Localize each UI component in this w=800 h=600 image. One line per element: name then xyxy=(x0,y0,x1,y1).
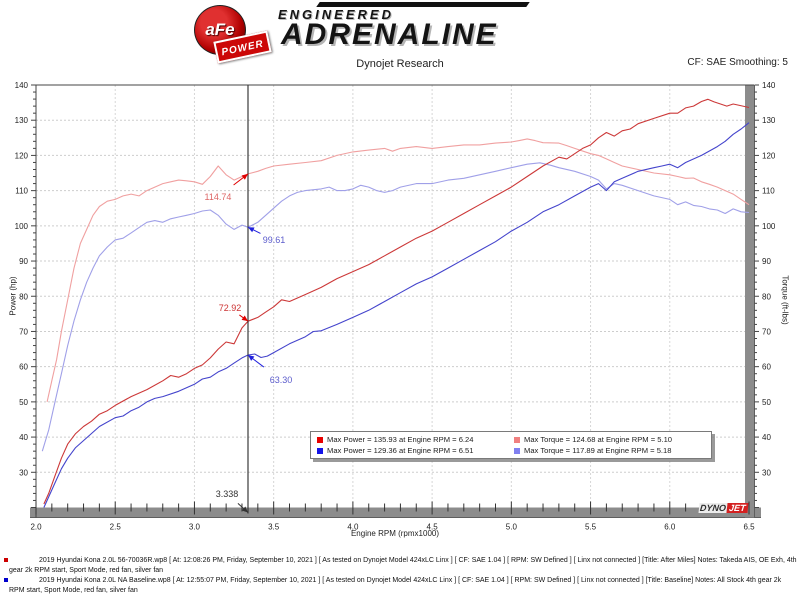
right-tick-label: 70 xyxy=(762,327,771,336)
right-tick-label: 140 xyxy=(762,81,776,90)
smoothing-setting-label: CF: SAE Smoothing: 5 xyxy=(687,57,788,68)
right-tick-label: 60 xyxy=(762,363,771,372)
legend-label: Max Torque = 117.89 at Engine RPM = 5.18 xyxy=(524,446,672,455)
run-info-baseline: 2019 Hyundai Kona 2.0L NA Baseline.wp8 [… xyxy=(4,576,797,595)
x-tick-label: 4.0 xyxy=(347,523,359,532)
x-tick-label: 4.5 xyxy=(427,523,439,532)
right-tick-label: 50 xyxy=(762,398,771,407)
legend-label: Max Torque = 124.68 at Engine RPM = 5.10 xyxy=(524,435,673,444)
annotation-arrowhead xyxy=(241,315,248,322)
left-tick-label: 50 xyxy=(19,398,28,407)
right-tick-label: 130 xyxy=(762,116,776,125)
annotation-arrowhead xyxy=(247,355,255,361)
afe-power-logo: aFe POWER xyxy=(194,5,284,64)
left-tick-label: 140 xyxy=(15,81,29,90)
legend-item-max-power-baseline: Max Power = 129.36 at Engine RPM = 6.51 xyxy=(317,446,508,455)
cursor-torque-after-value-label: 114.74 xyxy=(204,191,232,202)
left-axis-title: Power (hp) xyxy=(8,276,18,316)
dynojet-research-subtitle: Dynojet Research xyxy=(356,58,444,70)
power-after-miles-curve xyxy=(43,98,750,505)
left-tick-label: 70 xyxy=(19,327,28,336)
run-info-footer: 2019 Hyundai Kona 2.0L 56-70036R.wp8 [ A… xyxy=(4,556,797,596)
x-axis-band xyxy=(30,507,761,518)
cursor-power-baseline-value-label: 63.30 xyxy=(269,375,293,386)
right-tick-label: 40 xyxy=(762,433,771,442)
legend-label: Max Power = 135.93 at Engine RPM = 6.24 xyxy=(327,435,474,444)
left-tick-label: 40 xyxy=(19,433,28,442)
brand-adrenaline-text: ADRENALINE xyxy=(281,18,498,51)
run-bullet-blue xyxy=(4,578,8,582)
left-tick-label: 90 xyxy=(19,257,28,266)
x-tick-label: 6.5 xyxy=(743,523,755,532)
left-tick-label: 60 xyxy=(19,363,28,372)
cursor-rpm-value-label: 3.338 xyxy=(215,488,239,499)
x-tick-label: 5.5 xyxy=(585,523,597,532)
right-tick-label: 80 xyxy=(762,292,771,301)
left-tick-label: 30 xyxy=(19,468,28,477)
left-tick-label: 130 xyxy=(15,116,29,125)
x-tick-label: 3.0 xyxy=(189,523,201,532)
legend-swatch-red xyxy=(317,436,323,443)
right-tick-label: 30 xyxy=(762,468,771,477)
x-tick-label: 3.5 xyxy=(268,523,280,532)
legend-item-max-torque-after: Max Torque = 124.68 at Engine RPM = 5.10 xyxy=(514,435,705,444)
afe-logo-text: aFe xyxy=(205,20,235,39)
y-axis-band xyxy=(745,85,755,518)
annotation-arrowhead xyxy=(241,506,248,513)
right-tick-label: 90 xyxy=(762,257,771,266)
power-baseline-curve xyxy=(43,122,750,508)
legend-swatch-lightblue xyxy=(514,447,520,454)
legend-swatch-blue xyxy=(317,447,323,454)
left-tick-label: 110 xyxy=(15,187,28,196)
legend-box: Max Power = 135.93 at Engine RPM = 6.24 … xyxy=(310,431,712,459)
x-tick-label: 6.0 xyxy=(664,523,676,532)
cursor-power-after-value-label: 72.92 xyxy=(218,303,242,314)
right-tick-label: 100 xyxy=(762,222,776,231)
header: aFe POWER ENGINEERED ADRENALINE Dynojet … xyxy=(0,0,800,78)
run-bullet-red xyxy=(4,558,8,562)
run-info-after-miles: 2019 Hyundai Kona 2.0L 56-70036R.wp8 [ A… xyxy=(4,556,797,575)
x-tick-label: 5.0 xyxy=(506,523,518,532)
cursor-torque-baseline-value-label: 99.61 xyxy=(262,235,286,246)
torque-baseline-curve xyxy=(41,162,750,452)
x-axis-title: Engine RPM (rpmx1000) xyxy=(350,529,440,538)
left-tick-label: 100 xyxy=(15,222,29,231)
right-axis-title: Torque (ft-lbs) xyxy=(780,275,790,325)
left-tick-label: 120 xyxy=(15,151,29,160)
x-tick-label: 2.0 xyxy=(30,523,42,532)
right-tick-label: 110 xyxy=(762,187,775,196)
run-info-text: 2019 Hyundai Kona 2.0L 56-70036R.wp8 [ A… xyxy=(9,557,797,574)
brand-engineered-text: ENGINEERED xyxy=(278,7,394,22)
torque-after-miles-curve xyxy=(46,138,750,403)
dynojet-watermark-logo: DYNO JET xyxy=(698,503,749,513)
legend-swatch-pink xyxy=(514,436,520,443)
x-tick-label: 2.5 xyxy=(110,523,122,532)
run-info-text: 2019 Hyundai Kona 2.0L NA Baseline.wp8 [… xyxy=(9,577,782,594)
left-tick-label: 80 xyxy=(19,292,28,301)
annotation-arrowhead xyxy=(247,227,255,233)
annotation-arrowhead xyxy=(241,173,248,180)
legend-item-max-torque-baseline: Max Torque = 117.89 at Engine RPM = 5.18 xyxy=(514,446,705,455)
dynojet-logo-dyno: DYNO xyxy=(698,503,728,513)
legend-item-max-power-after: Max Power = 135.93 at Engine RPM = 6.24 xyxy=(317,435,508,444)
dynojet-logo-jet: JET xyxy=(726,503,749,513)
legend-label: Max Power = 129.36 at Engine RPM = 6.51 xyxy=(327,446,474,455)
right-tick-label: 120 xyxy=(762,151,776,160)
